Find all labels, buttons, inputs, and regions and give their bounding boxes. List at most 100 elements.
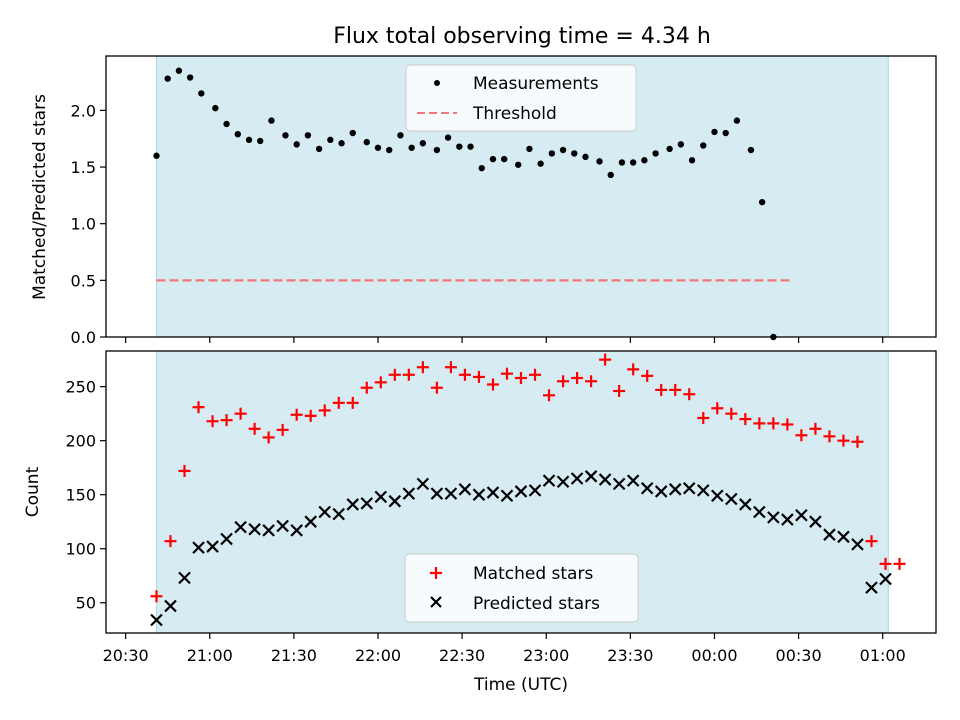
predicted-stars-point bbox=[458, 483, 472, 496]
predicted-stars-point bbox=[374, 490, 388, 504]
predicted-stars-point bbox=[612, 477, 626, 491]
matched-stars-point bbox=[276, 423, 289, 436]
predicted-stars-point bbox=[809, 515, 822, 528]
measurement-point bbox=[629, 159, 637, 166]
x-tick-label: 21:30 bbox=[271, 646, 317, 665]
predicted-stars-point bbox=[164, 599, 177, 613]
predicted-stars-point bbox=[500, 489, 514, 503]
predicted-stars-point bbox=[556, 475, 570, 489]
measurement-point bbox=[666, 145, 673, 153]
measurement-point bbox=[700, 142, 707, 149]
measurement-point bbox=[315, 145, 323, 153]
measurement-point bbox=[282, 132, 289, 139]
matched-stars-point bbox=[472, 370, 485, 383]
measurement-point bbox=[444, 134, 452, 141]
measurement-point bbox=[596, 158, 603, 165]
legend-marker-predicted bbox=[430, 596, 442, 608]
measurement-point bbox=[386, 146, 393, 154]
measurement-point bbox=[433, 146, 441, 154]
predicted-stars-point bbox=[795, 508, 808, 522]
measurement-point bbox=[711, 128, 718, 136]
predicted-stars-point bbox=[654, 485, 668, 498]
x-tick-label: 23:00 bbox=[523, 646, 569, 665]
bottom-y-axis: 50 100 150 200 250 bbox=[65, 378, 106, 613]
predicted-stars-point bbox=[416, 477, 430, 491]
matched-stars-point bbox=[837, 434, 850, 447]
predicted-stars-point bbox=[570, 472, 584, 485]
top-y-axis-label: Matched/Predicted stars bbox=[30, 94, 50, 300]
predicted-stars-point bbox=[248, 522, 261, 536]
top-axes-frame bbox=[105, 55, 937, 338]
measurement-point bbox=[758, 198, 766, 206]
x-tick-label: 22:30 bbox=[439, 646, 485, 665]
predicted-stars-point bbox=[430, 487, 444, 500]
matched-stars-point bbox=[711, 402, 724, 415]
legend-label-predicted: Predicted stars bbox=[473, 594, 600, 614]
measurement-point bbox=[688, 157, 696, 164]
measurement-point bbox=[257, 137, 264, 145]
matched-stars-point bbox=[893, 557, 906, 570]
measurement-point bbox=[571, 150, 578, 157]
predicted-stars-point bbox=[626, 474, 640, 487]
predicted-stars-point bbox=[234, 520, 247, 534]
measurement-point bbox=[268, 117, 275, 124]
matched-stars-point bbox=[248, 422, 261, 435]
matched-stars-point bbox=[458, 368, 471, 381]
predicted-stars-point bbox=[514, 485, 528, 498]
predicted-stars-point bbox=[472, 488, 486, 501]
matched-stars-point bbox=[767, 417, 780, 430]
matched-stars-point bbox=[879, 557, 892, 570]
measurement-point bbox=[327, 136, 334, 144]
matched-stars-point bbox=[332, 396, 345, 409]
legend-label-threshold: Threshold bbox=[472, 104, 557, 124]
measurement-point bbox=[607, 171, 614, 179]
measurement-point bbox=[374, 144, 382, 151]
y-tick-label: 200 bbox=[65, 432, 96, 451]
predicted-stars-point bbox=[598, 473, 612, 486]
matched-stars-point bbox=[543, 389, 556, 402]
measurement-point bbox=[722, 129, 729, 137]
x-tick-label: 21:00 bbox=[187, 646, 233, 665]
matched-stars-point bbox=[795, 429, 808, 442]
measurement-point bbox=[582, 153, 589, 161]
predicted-stars-point bbox=[739, 498, 752, 511]
matched-stars-point bbox=[641, 369, 654, 382]
measurement-point bbox=[234, 130, 241, 138]
matched-stars-point bbox=[753, 417, 766, 430]
matched-stars-point bbox=[697, 411, 710, 424]
matched-stars-point bbox=[388, 368, 401, 381]
measurement-point bbox=[212, 104, 219, 112]
measurement-point bbox=[500, 155, 508, 163]
top-legend: Measurements Threshold bbox=[405, 64, 637, 132]
predicted-stars-point bbox=[220, 532, 233, 546]
predicted-stars-point bbox=[150, 613, 163, 627]
matched-stars-point bbox=[206, 415, 219, 428]
measurement-point bbox=[363, 138, 370, 146]
predicted-stars-point bbox=[206, 540, 219, 553]
measurement-point bbox=[198, 90, 205, 97]
y-tick-label: 250 bbox=[65, 378, 96, 397]
measurement-point bbox=[408, 144, 415, 151]
measurement-point bbox=[397, 132, 404, 139]
matched-stars-point bbox=[444, 361, 457, 374]
matched-stars-point bbox=[515, 372, 527, 385]
predicted-stars-point bbox=[262, 524, 275, 537]
matched-stars-point bbox=[500, 367, 513, 380]
measurement-point bbox=[223, 120, 230, 128]
predicted-stars-point bbox=[711, 489, 724, 503]
x-tick-label: 00:00 bbox=[691, 646, 737, 665]
predicted-stars-point bbox=[682, 481, 696, 495]
predicted-stars-point bbox=[725, 492, 738, 506]
bottom-legend: Matched stars Predicted stars bbox=[404, 553, 639, 623]
x-tick-label: 22:00 bbox=[355, 646, 401, 665]
predicted-stars-point bbox=[640, 481, 654, 495]
matched-stars-point bbox=[613, 384, 626, 397]
y-tick-label: 0.0 bbox=[71, 328, 96, 347]
matched-stars-point bbox=[234, 407, 247, 420]
predicted-stars-point bbox=[753, 505, 766, 519]
measurement-point bbox=[677, 141, 685, 148]
predicted-stars-point bbox=[528, 484, 542, 497]
matched-stars-point bbox=[374, 376, 387, 389]
measurement-point bbox=[559, 146, 567, 154]
